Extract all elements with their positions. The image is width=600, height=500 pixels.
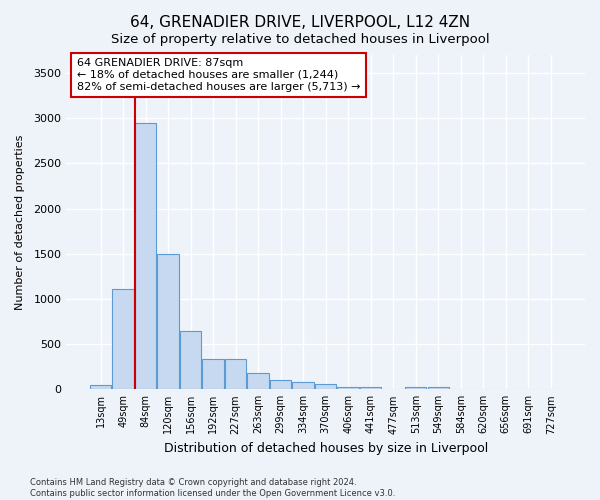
Text: 64 GRENADIER DRIVE: 87sqm
← 18% of detached houses are smaller (1,244)
82% of se: 64 GRENADIER DRIVE: 87sqm ← 18% of detac… bbox=[77, 58, 360, 92]
Bar bbox=[157, 254, 179, 390]
Bar bbox=[405, 387, 427, 390]
Text: 64, GRENADIER DRIVE, LIVERPOOL, L12 4ZN: 64, GRENADIER DRIVE, LIVERPOOL, L12 4ZN bbox=[130, 15, 470, 30]
Bar bbox=[202, 360, 224, 390]
Bar bbox=[270, 380, 292, 390]
X-axis label: Distribution of detached houses by size in Liverpool: Distribution of detached houses by size … bbox=[164, 442, 488, 455]
Y-axis label: Number of detached properties: Number of detached properties bbox=[15, 134, 25, 310]
Text: Size of property relative to detached houses in Liverpool: Size of property relative to detached ho… bbox=[110, 32, 490, 46]
Bar bbox=[90, 385, 111, 390]
Bar bbox=[292, 382, 314, 390]
Bar bbox=[112, 289, 134, 390]
Bar bbox=[360, 387, 382, 390]
Bar bbox=[337, 386, 359, 390]
Bar bbox=[225, 360, 247, 390]
Bar bbox=[428, 388, 449, 390]
Bar bbox=[135, 123, 156, 390]
Bar bbox=[180, 330, 202, 390]
Text: Contains HM Land Registry data © Crown copyright and database right 2024.
Contai: Contains HM Land Registry data © Crown c… bbox=[30, 478, 395, 498]
Bar bbox=[315, 384, 337, 390]
Bar bbox=[247, 374, 269, 390]
